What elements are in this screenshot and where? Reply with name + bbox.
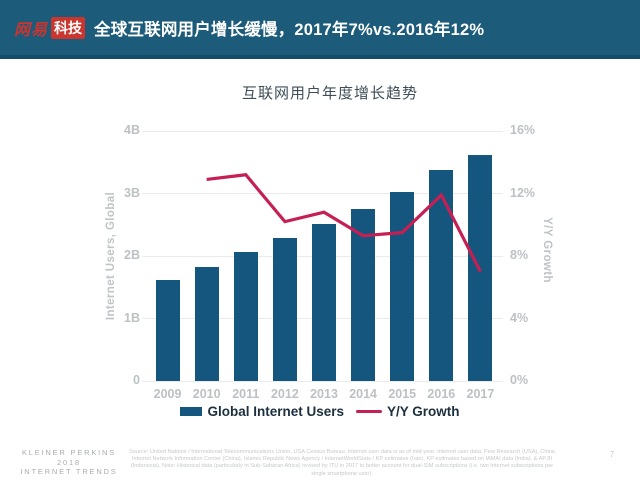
bar-2010: [194, 266, 219, 381]
netease-tech-logo[interactable]: 网易 科技: [14, 16, 86, 40]
right-axis-label: Y/Y Growth: [541, 217, 553, 283]
page-title: 全球互联网用户增长缓慢，2017年7%vs.2016年12%: [94, 20, 485, 39]
right-axis-tick: 8%: [510, 248, 529, 262]
right-axis-tick: 16%: [510, 123, 536, 137]
plot-area: 4B 16% 3B 12% 2B 8% 1B 4% 0 0% 2009 2010 2011 2012 201…: [124, 123, 535, 401]
growth-line-layer: [206, 173, 482, 273]
x-axis-label: 2009: [153, 387, 182, 401]
bar-2011: [233, 252, 258, 381]
right-axis-tick: 4%: [510, 310, 529, 325]
growth-line: [206, 173, 482, 273]
left-axis-tick: 3B: [124, 185, 140, 200]
legend-item-line: Y/Y Growth: [356, 404, 460, 419]
source-note: Source: United Nations / International T…: [129, 449, 555, 477]
header-bar: 网易 科技 全球互联网用户增长缓慢，2017年7%vs.2016年12%: [0, 0, 640, 59]
left-axis-tick: 1B: [124, 310, 140, 325]
bar-2013: [312, 223, 336, 381]
netease-logo-text: 网易: [14, 21, 49, 39]
brand-line-1: KLEINER PERKINS: [21, 448, 117, 457]
left-axis-tick: 4B: [124, 123, 140, 137]
line-series-swatch: [356, 409, 383, 414]
line-series-label: Y/Y Growth: [387, 404, 460, 419]
gridline: [142, 130, 503, 132]
x-axis-label: 2010: [192, 387, 221, 401]
bar-2017: [468, 154, 493, 381]
legend-item-bars: Global Internet Users: [180, 404, 344, 419]
x-axis-label: 2014: [349, 387, 378, 401]
tech-logo-badge: 科技: [51, 16, 86, 39]
left-axis-label: Internet Users, Global: [105, 191, 117, 321]
bar-series-label: Global Internet Users: [207, 404, 345, 419]
gridline: [142, 193, 503, 194]
legend: Global Internet Users Y/Y Growth: [0, 404, 640, 419]
x-axis-label: 2012: [270, 387, 299, 401]
right-axis-tick: 12%: [510, 185, 536, 200]
right-axis-tick: 0%: [510, 373, 529, 387]
bar-2016: [429, 169, 454, 381]
chart-title: 互联网用户年度增长趋势: [241, 85, 418, 102]
x-axis-label: 2015: [388, 387, 417, 401]
x-axis-label: 2016: [427, 387, 456, 401]
gridline: [142, 380, 503, 382]
left-axis-tick: 2B: [124, 248, 140, 262]
bar-2012: [272, 237, 297, 381]
brand-line-2: 2018: [57, 457, 81, 467]
left-axis-tick: 0: [133, 373, 140, 387]
kleiner-perkins-brand: KLEINER PERKINS 2018 INTERNET TRENDS: [10, 448, 128, 477]
x-axis-label: 2017: [466, 387, 495, 401]
bar-series-swatch: [180, 407, 203, 416]
x-axis-label: 2013: [310, 387, 338, 401]
bar-2009: [155, 279, 180, 381]
page-number: 7: [609, 450, 615, 459]
x-axis-label: 2011: [232, 387, 260, 401]
brand-line-3: INTERNET TRENDS: [20, 467, 118, 476]
